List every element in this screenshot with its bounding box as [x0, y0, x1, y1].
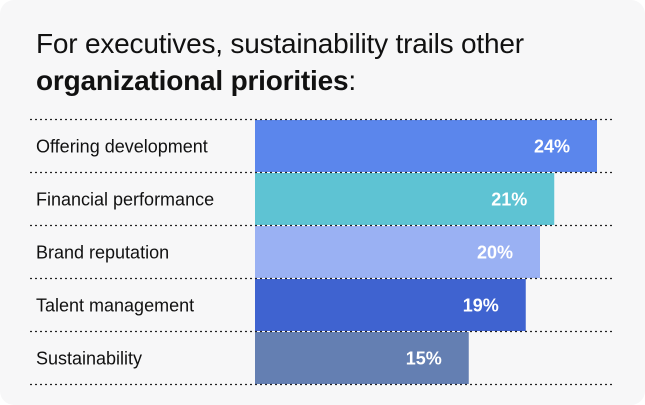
chart-title: For executives, sustainability trails ot…: [36, 25, 616, 99]
category-label-1: Financial performance: [36, 190, 214, 210]
category-label-3: Talent management: [36, 296, 194, 316]
chart-title-part1: For executives, sustainability trails ot…: [36, 28, 524, 59]
category-label-2: Brand reputation: [36, 243, 169, 263]
value-label-1: 21%: [491, 190, 527, 210]
bars-layer: [255, 120, 597, 384]
bar-3: [255, 279, 526, 331]
value-label-2: 20%: [477, 243, 513, 263]
chart-title-part2: :: [348, 65, 356, 96]
value-label-0: 24%: [534, 137, 570, 157]
labels-layer: Offering development 24% Financial perform…: [36, 137, 570, 369]
value-label-3: 19%: [463, 296, 499, 316]
bar-0: [255, 120, 597, 172]
category-label-4: Sustainability: [36, 349, 142, 369]
bar-2: [255, 226, 540, 278]
category-label-0: Offering development: [36, 137, 208, 157]
bar-4: [255, 332, 469, 384]
bar-1: [255, 173, 555, 225]
chart-title-bold: organizational priorities: [36, 65, 349, 96]
value-label-4: 15%: [406, 349, 442, 369]
